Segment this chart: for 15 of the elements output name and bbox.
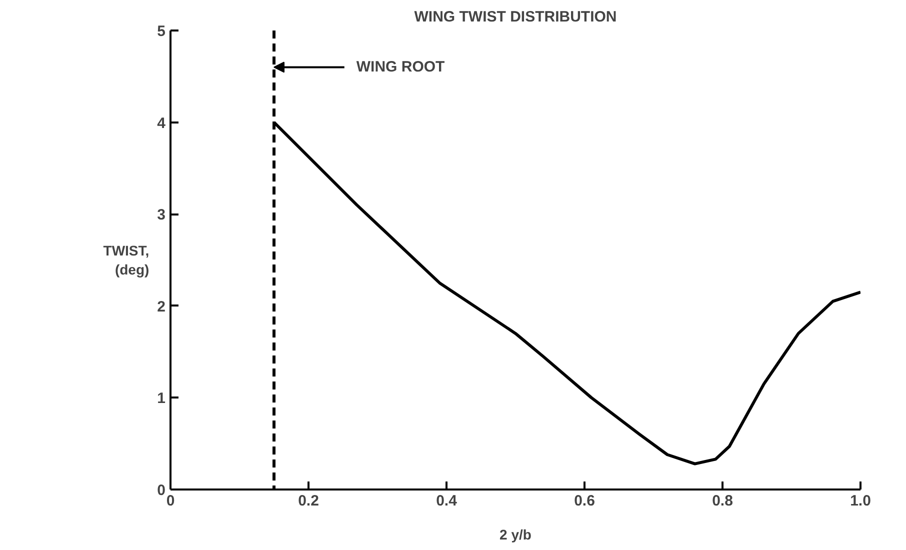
x-tick-label: 1.0	[850, 492, 871, 510]
x-axis-title: 2 y/b	[500, 526, 532, 542]
x-tick-label: 0.4	[436, 492, 458, 510]
y-tick-label: 4	[157, 114, 166, 132]
x-tick-label: 0.8	[712, 492, 733, 510]
y-tick-label: 1	[157, 390, 166, 408]
y-tick-label: 2	[157, 298, 166, 316]
x-tick-label: 0.6	[574, 492, 595, 510]
ref-line-label: WING ROOT	[356, 58, 445, 76]
y-tick-label: 3	[157, 206, 166, 224]
x-tick-label: 0.2	[298, 492, 319, 510]
y-tick-label: 0	[157, 482, 166, 499]
y-tick-label: 5	[157, 23, 166, 40]
chart-title: WING TWIST DISTRIBUTION	[414, 8, 617, 26]
y-axis-title: TWIST, (deg)	[103, 242, 150, 278]
